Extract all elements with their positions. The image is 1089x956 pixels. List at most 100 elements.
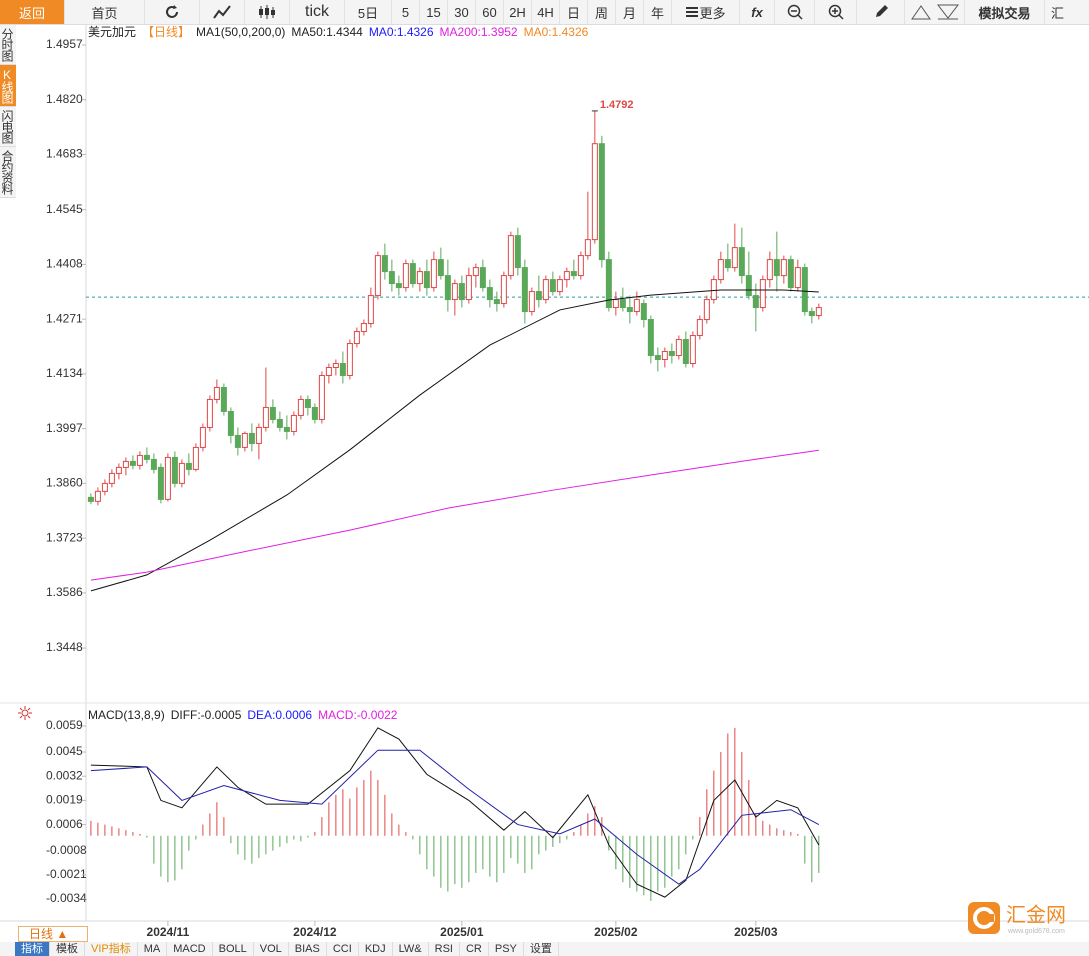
y-tick-label: 1.4820 bbox=[46, 92, 83, 106]
period-button[interactable]: 5 bbox=[392, 0, 420, 24]
period-button[interactable]: 15 bbox=[420, 0, 448, 24]
candle-body bbox=[374, 255, 381, 297]
indicator-tab[interactable]: VIP指标 bbox=[85, 942, 138, 956]
period-button[interactable]: 周 bbox=[588, 0, 616, 24]
indicator-tab[interactable]: BOLL bbox=[213, 942, 254, 956]
candle-body bbox=[787, 259, 794, 289]
more-button[interactable]: 更多 bbox=[672, 0, 740, 24]
y-tick-label: 1.4271 bbox=[46, 311, 83, 325]
candle-body bbox=[794, 267, 801, 289]
indicator-line bbox=[90, 727, 820, 898]
period-selector[interactable]: 日线 ▲ bbox=[18, 926, 88, 942]
candle-body bbox=[521, 267, 528, 313]
period-button[interactable]: 5日 bbox=[345, 0, 392, 24]
kline-icon-button[interactable] bbox=[245, 0, 290, 24]
candle-body bbox=[199, 426, 206, 448]
candle-body bbox=[759, 279, 766, 309]
candle-body bbox=[654, 355, 661, 361]
candle-body bbox=[752, 295, 759, 309]
candle-body bbox=[507, 235, 514, 277]
candle-body bbox=[773, 259, 780, 277]
home-button[interactable]: 首页 bbox=[65, 0, 145, 24]
indicator-tab[interactable]: MA bbox=[138, 942, 168, 956]
period-button[interactable]: 日 bbox=[560, 0, 588, 24]
candle-body bbox=[346, 343, 353, 376]
candle-body bbox=[549, 279, 556, 293]
candle-body bbox=[360, 323, 367, 333]
y-tick-label: 1.3448 bbox=[46, 640, 83, 654]
line-icon bbox=[213, 5, 231, 19]
period-button[interactable]: 4H bbox=[532, 0, 560, 24]
candle-body bbox=[87, 496, 94, 502]
legend-item: MACD(13,8,9) bbox=[88, 708, 165, 722]
triangle-icons bbox=[910, 4, 959, 20]
legend-item: MACD:-0.0022 bbox=[318, 708, 398, 722]
logo: 汇金网 www.gold678.com bbox=[968, 900, 1078, 936]
candle-body bbox=[668, 351, 675, 357]
indicator-tab[interactable]: BIAS bbox=[289, 942, 327, 956]
y-tick-label: 0.0032 bbox=[46, 768, 83, 782]
zoom-in-button[interactable] bbox=[815, 0, 857, 24]
x-tick-label: 2025/01 bbox=[440, 925, 484, 939]
site-button[interactable]: 汇 bbox=[1045, 0, 1089, 24]
period-button[interactable]: 年 bbox=[644, 0, 672, 24]
candle-body bbox=[255, 426, 262, 444]
indicator-tab[interactable]: 模板 bbox=[50, 942, 85, 956]
back-button[interactable]: 返回 bbox=[0, 0, 65, 24]
candle-body bbox=[465, 275, 472, 301]
side-tab[interactable]: K线图 bbox=[0, 65, 16, 107]
period-group: tick 5日 5 15 30 60 2H 4H 日周月年 bbox=[290, 0, 672, 24]
logo-graphic: 汇金网 www.gold678.com bbox=[968, 902, 1066, 935]
candle-body bbox=[290, 414, 297, 432]
candle-body bbox=[164, 456, 171, 500]
x-tick-label: 2025/03 bbox=[734, 925, 778, 939]
side-tab[interactable]: 闪电图 bbox=[0, 107, 16, 147]
candle-body bbox=[283, 426, 290, 432]
candle-body bbox=[556, 279, 563, 293]
draw-button[interactable] bbox=[857, 0, 905, 24]
candle-body bbox=[486, 287, 493, 301]
indicator-tab[interactable]: PSY bbox=[489, 942, 524, 956]
candle-body bbox=[269, 406, 276, 420]
period-button[interactable]: tick bbox=[290, 0, 345, 24]
y-tick-label: 0.0006 bbox=[46, 817, 83, 831]
side-tab[interactable]: 分时图 bbox=[0, 25, 16, 65]
refresh-button[interactable] bbox=[145, 0, 200, 24]
period-button[interactable]: 60 bbox=[476, 0, 504, 24]
legend-item: MA1(50,0,200,0) bbox=[196, 25, 285, 39]
candle-body bbox=[136, 454, 143, 466]
side-tab[interactable]: 合约资料 bbox=[0, 147, 16, 198]
candle-body bbox=[780, 259, 787, 277]
y-tick-label: -0.0034 bbox=[46, 891, 87, 905]
high-label: 1.4792 bbox=[600, 99, 634, 111]
period-button[interactable]: 30 bbox=[448, 0, 476, 24]
indicator-tab[interactable]: 设置 bbox=[524, 942, 559, 956]
legend-item: 美元加元 bbox=[88, 25, 136, 39]
period-button[interactable]: 2H bbox=[504, 0, 532, 24]
candle-body bbox=[339, 362, 346, 376]
candle-body bbox=[528, 291, 535, 313]
fx-label: fx bbox=[751, 4, 763, 20]
indicator-tab[interactable]: KDJ bbox=[359, 942, 393, 956]
trade-button[interactable]: 模拟交易 bbox=[965, 0, 1045, 24]
indicator-tab[interactable]: LW& bbox=[393, 942, 429, 956]
candle-body bbox=[101, 482, 108, 492]
period-button[interactable]: 月 bbox=[616, 0, 644, 24]
indicator-tab[interactable]: VOL bbox=[254, 942, 289, 956]
line-icon-button[interactable] bbox=[200, 0, 245, 24]
site-label: 汇 bbox=[1051, 5, 1065, 21]
indicator-tab[interactable]: CCI bbox=[327, 942, 359, 956]
zoom-out-button[interactable] bbox=[775, 0, 815, 24]
candle-body bbox=[115, 466, 122, 474]
triangle-buttons[interactable] bbox=[905, 0, 965, 24]
candle-body bbox=[94, 490, 101, 502]
indicator-tab[interactable]: RSI bbox=[429, 942, 460, 956]
indicator-tab[interactable]: CR bbox=[460, 942, 489, 956]
indicator-tabs: 指标 模板 VIP指标 MA MACD BOLL VOL BIAS CCI KDJ LW& RSI CR… bbox=[0, 942, 1089, 956]
indicator-tab[interactable]: MACD bbox=[167, 942, 213, 956]
macd-settings-icon[interactable] bbox=[18, 706, 32, 720]
legend-item: DEA:0.0006 bbox=[247, 708, 312, 722]
fx-button[interactable]: fx bbox=[740, 0, 775, 24]
indicator-tab[interactable]: 指标 bbox=[15, 942, 50, 956]
